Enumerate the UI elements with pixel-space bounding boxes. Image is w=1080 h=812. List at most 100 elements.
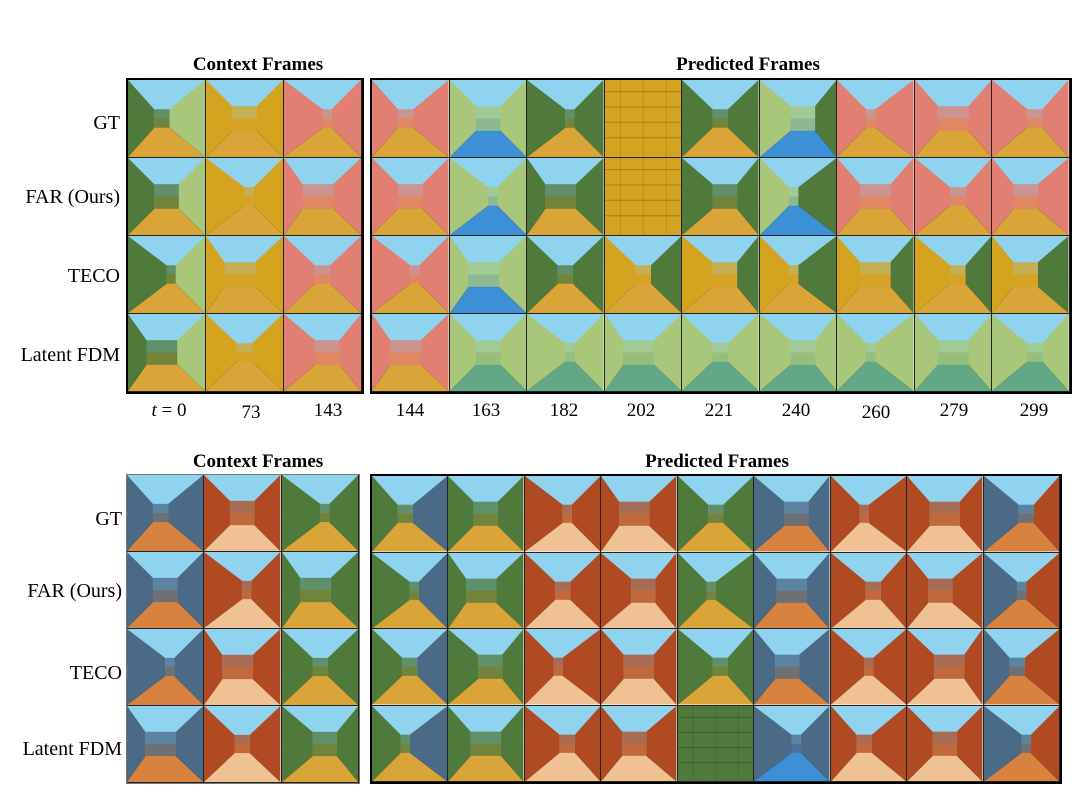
maze-frame-thumbnail <box>281 629 359 706</box>
maze-frame-thumbnail <box>907 629 984 706</box>
maze-frame-thumbnail <box>204 706 282 783</box>
maze-frame-thumbnail <box>449 314 528 392</box>
maze-frame-thumbnail <box>127 475 205 552</box>
maze-frame-thumbnail <box>601 476 678 553</box>
maze-frame-thumbnail <box>907 552 984 629</box>
maze-frame-thumbnail <box>372 552 449 629</box>
maze-frame-thumbnail <box>682 158 760 236</box>
bottom-row-label-latent-fdm: Latent FDM <box>22 738 122 760</box>
maze-frame-thumbnail <box>682 314 760 392</box>
maze-frame-thumbnail <box>284 80 362 158</box>
maze-frame-thumbnail <box>759 80 838 158</box>
maze-frame-thumbnail <box>448 476 525 553</box>
bottom-predicted-header: Predicted Frames <box>645 451 789 472</box>
maze-frame-thumbnail <box>983 552 1060 629</box>
top-context-frames-grid <box>126 78 364 394</box>
maze-frame-thumbnail <box>372 80 450 158</box>
maze-frame-thumbnail <box>682 236 760 314</box>
maze-frame-thumbnail <box>601 705 678 782</box>
maze-frame-thumbnail <box>127 629 205 706</box>
maze-frame-thumbnail <box>754 476 831 553</box>
maze-frame-thumbnail <box>604 314 683 392</box>
top-row-label-gt: GT <box>93 112 120 134</box>
timestep-label: 182 <box>549 400 579 421</box>
maze-frame-thumbnail <box>206 80 284 158</box>
maze-frame-thumbnail <box>830 552 908 629</box>
maze-frame-thumbnail <box>604 236 683 314</box>
maze-frame-thumbnail <box>677 552 755 629</box>
timestep-label: 73 <box>241 402 261 423</box>
maze-frame-thumbnail <box>281 475 359 552</box>
maze-frame-thumbnail <box>914 80 993 158</box>
maze-frame-thumbnail <box>601 629 678 706</box>
maze-frame-thumbnail <box>527 80 605 158</box>
top-row-label-far: FAR (Ours) <box>25 186 120 208</box>
maze-frame-thumbnail <box>527 236 605 314</box>
timestep-label: 202 <box>626 400 656 421</box>
maze-frame-thumbnail <box>448 629 525 706</box>
top-predicted-header: Predicted Frames <box>676 54 820 75</box>
top-context-header: Context Frames <box>192 54 324 75</box>
maze-frame-thumbnail <box>604 158 683 236</box>
maze-frame-thumbnail <box>527 314 605 392</box>
maze-frame-thumbnail <box>524 705 602 782</box>
maze-frame-thumbnail <box>524 629 602 706</box>
maze-frame-thumbnail <box>992 236 1070 314</box>
maze-frame-thumbnail <box>128 80 206 158</box>
timestep-label: 299 <box>1019 400 1049 421</box>
maze-frame-thumbnail <box>284 314 362 392</box>
maze-frame-thumbnail <box>524 552 602 629</box>
maze-frame-thumbnail <box>128 236 206 314</box>
maze-frame-thumbnail <box>830 476 908 553</box>
bottom-context-frames-grid <box>126 474 360 784</box>
maze-frame-thumbnail <box>372 158 450 236</box>
maze-frame-thumbnail <box>983 476 1060 553</box>
timestep-label: t = 0 <box>151 400 187 421</box>
timestep-label: 240 <box>781 400 811 421</box>
maze-frame-thumbnail <box>682 80 760 158</box>
maze-frame-thumbnail <box>992 314 1070 392</box>
maze-frame-thumbnail <box>759 158 838 236</box>
timestep-label: 143 <box>313 400 343 421</box>
maze-frame-thumbnail <box>907 705 984 782</box>
maze-frame-thumbnail <box>127 552 205 629</box>
maze-frame-thumbnail <box>837 314 915 392</box>
maze-frame-thumbnail <box>284 236 362 314</box>
maze-frame-thumbnail <box>754 705 831 782</box>
maze-frame-thumbnail <box>127 706 205 783</box>
maze-frame-thumbnail <box>914 236 993 314</box>
maze-frame-thumbnail <box>449 80 528 158</box>
timestep-label: 279 <box>939 400 969 421</box>
top-row-label-latent-fdm: Latent FDM <box>20 344 120 366</box>
maze-frame-thumbnail <box>206 314 284 392</box>
maze-frame-thumbnail <box>914 158 993 236</box>
maze-frame-thumbnail <box>992 158 1070 236</box>
maze-frame-thumbnail <box>204 552 282 629</box>
maze-frame-thumbnail <box>372 705 449 782</box>
maze-frame-thumbnail <box>527 158 605 236</box>
timestep-label: 144 <box>395 400 425 421</box>
maze-frame-thumbnail <box>449 158 528 236</box>
maze-frame-thumbnail <box>983 705 1060 782</box>
timestep-label: 163 <box>471 400 501 421</box>
maze-frame-thumbnail <box>372 314 450 392</box>
maze-frame-thumbnail <box>206 236 284 314</box>
maze-frame-thumbnail <box>448 552 525 629</box>
bottom-row-label-teco: TECO <box>69 662 122 684</box>
bottom-predicted-frames-grid <box>370 474 1062 784</box>
timestep-label: 260 <box>861 402 891 423</box>
maze-frame-thumbnail <box>206 158 284 236</box>
maze-frame-thumbnail <box>372 476 449 553</box>
maze-frame-thumbnail <box>524 476 602 553</box>
maze-frame-thumbnail <box>759 314 838 392</box>
maze-frame-thumbnail <box>837 236 915 314</box>
maze-frame-thumbnail <box>372 629 449 706</box>
maze-frame-thumbnail <box>983 629 1060 706</box>
timestep-label: 221 <box>704 400 734 421</box>
maze-frame-thumbnail <box>992 80 1070 158</box>
maze-frame-thumbnail <box>837 158 915 236</box>
maze-frame-thumbnail <box>372 236 450 314</box>
top-row-label-teco: TECO <box>67 265 120 287</box>
maze-frame-thumbnail <box>281 552 359 629</box>
maze-frame-thumbnail <box>677 705 755 782</box>
